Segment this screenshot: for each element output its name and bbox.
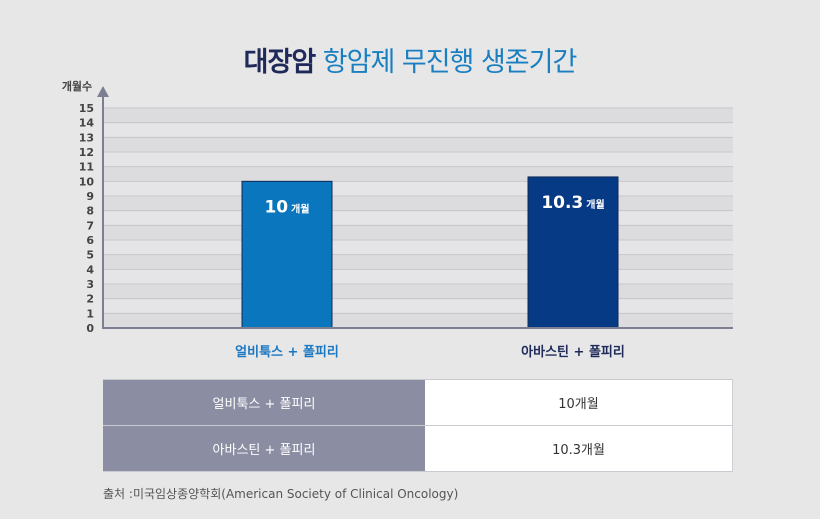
x-category-label: 아바스틴 + 폴피리 [521,344,625,360]
x-category-label: 얼비툭스 + 폴피리 [235,344,339,360]
chart-title: 대장암 항암제 무진행 생존기간 [0,40,820,79]
y-axis-arrow-icon [97,86,109,97]
y-tick-label: 15 [79,102,94,115]
grid-band [103,284,733,299]
y-tick-label: 4 [86,263,94,276]
grid-band [103,240,733,255]
grid-band [103,152,733,167]
y-tick-label: 1 [86,307,94,320]
chart-bars: 10 개월 10.3 개월 [241,176,619,329]
grid-band [103,269,733,284]
y-tick-label: 8 [86,205,94,218]
y-tick-label: 13 [79,131,94,144]
grid-band [103,122,733,138]
y-tick-label: 10 [79,175,95,188]
grid-band [103,210,733,226]
chart-title-part2: 항암제 무진행 생존기간 [322,47,578,78]
y-tick-label: 7 [86,219,94,232]
table-row-value: 10.3개월 [425,425,733,472]
y-tick-label: 6 [86,234,94,247]
grid-band [103,137,733,152]
grid-band [103,108,733,123]
grid-band [103,181,733,196]
x-axis-labels: 얼비툭스 + 폴피리 아바스틴 + 폴피리 [235,344,625,360]
y-tick-label: 14 [79,117,95,130]
table-row-label: 아바스틴 + 폴피리 [103,425,425,472]
bar-value-label: 10 개월 [264,197,309,217]
table-row-label: 얼비툭스 + 폴피리 [103,379,425,426]
table-row-value: 10개월 [425,379,733,426]
grid-band [103,166,733,182]
source-note: 출처 :미국임상종양학회(American Society of Clinica… [103,487,459,501]
grid-band [103,254,733,270]
chart-grid [103,107,733,329]
bar [527,176,619,329]
y-tick-label: 11 [79,161,94,174]
y-tick-label: 12 [79,146,94,159]
y-axis-label: 개월수 [62,79,92,93]
grid-band [103,313,733,328]
chart-title-part1: 대장암 [243,47,317,78]
y-tick-label: 3 [86,278,94,291]
table-row: 얼비툭스 + 폴피리 10개월 [103,379,733,426]
y-tick-label: 0 [86,322,94,335]
bar-value-label: 10.3 개월 [541,193,604,213]
y-tick-label: 9 [86,190,94,203]
grid-band [103,298,733,314]
table-row: 아바스틴 + 폴피리 10.3개월 [103,425,733,472]
grid-band [103,196,733,211]
summary-table: 얼비툭스 + 폴피리 10개월 아바스틴 + 폴피리 10.3개월 [103,379,733,472]
y-tick-label: 5 [86,249,94,262]
grid-band [103,225,733,240]
y-tick-label: 2 [86,293,94,306]
